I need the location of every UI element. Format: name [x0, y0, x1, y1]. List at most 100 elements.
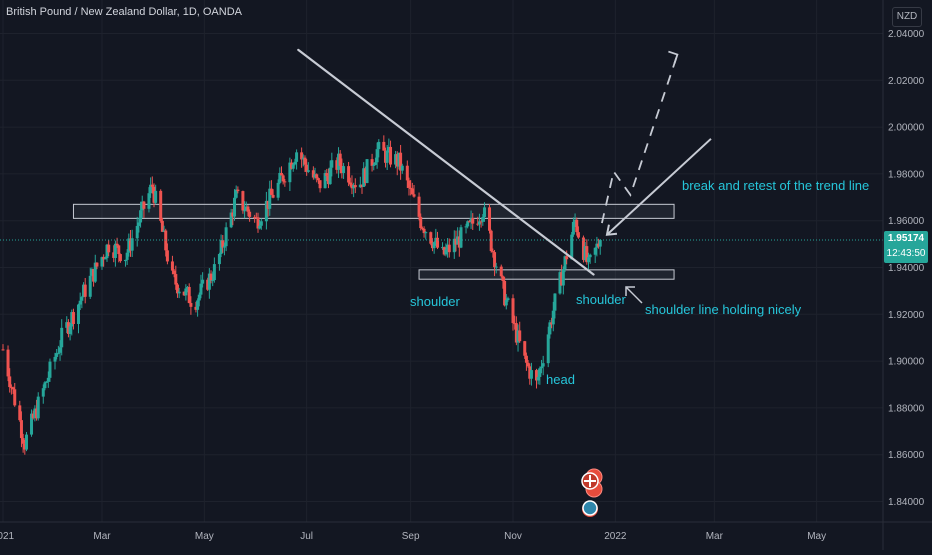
candle-body [259, 221, 263, 226]
candle-body [389, 146, 393, 165]
candle-body [387, 146, 391, 151]
candle-body [337, 153, 341, 170]
candle-body [207, 273, 211, 290]
candle-body [583, 246, 587, 260]
candle-body [328, 167, 332, 185]
candle-body [452, 238, 456, 253]
candle-body [160, 220, 164, 232]
candle-body [330, 160, 334, 168]
head-annotation[interactable]: head [546, 372, 575, 387]
candle-body [170, 261, 174, 271]
candle-body [365, 159, 369, 183]
candle-body [513, 323, 517, 325]
candle-body [154, 190, 158, 203]
chart-title: British Pound / New Zealand Dollar, 1D, … [6, 6, 242, 18]
neckline-pointer-head [625, 286, 635, 296]
candle-body [338, 153, 342, 166]
candle-body [222, 246, 226, 248]
candle-body [377, 141, 381, 150]
neckline-annotation[interactable]: shoulder line holding nicely [645, 302, 802, 317]
candle-body [318, 180, 322, 189]
candle-body [221, 240, 225, 248]
last-price-label: 1.95174 [887, 233, 925, 244]
breakout-annotation[interactable]: break and retest of the trend line [682, 178, 870, 193]
candle-body [353, 185, 357, 188]
candle-body [165, 250, 169, 262]
last-price-badge: 1.95174 12:43:50 [884, 231, 928, 263]
bar-countdown-label: 12:43:50 [886, 248, 926, 259]
candle-body [102, 257, 106, 260]
candle-body [493, 252, 497, 268]
candle-body [113, 243, 117, 258]
candle-body [551, 310, 555, 325]
x-tick-label: Jul [300, 531, 313, 542]
candle-body [6, 349, 10, 377]
currency-button[interactable]: NZD [892, 7, 922, 27]
candle-body [112, 252, 116, 258]
neckline-zone [418, 269, 675, 280]
candle-body [444, 249, 448, 255]
candle-body [441, 247, 445, 249]
candle-body [229, 212, 233, 228]
candle-body [11, 387, 15, 390]
x-tick-label: Mar [93, 531, 111, 542]
candle-body [264, 200, 268, 222]
candle-body [53, 356, 57, 362]
candle-body [219, 240, 223, 255]
candle-body [256, 217, 260, 229]
candle-body [446, 244, 450, 250]
candle-body [175, 284, 179, 294]
candle-body [269, 188, 273, 195]
x-tick-label: 2022 [604, 531, 627, 542]
y-tick-label: 1.98000 [888, 169, 925, 180]
candle-body [56, 352, 60, 354]
trend-line [297, 48, 595, 276]
candle-body [382, 141, 386, 151]
candle-body [524, 355, 528, 363]
candle-body [471, 218, 475, 224]
candle-body [430, 243, 434, 249]
candle-body [46, 377, 50, 382]
candle-body [405, 165, 409, 181]
x-tick-label: May [807, 531, 826, 542]
candle-body [347, 166, 351, 183]
candle-body [541, 363, 545, 367]
candle-body [491, 251, 495, 253]
candle-body [585, 246, 589, 263]
y-tick-label: 1.88000 [888, 403, 925, 414]
candle-body [254, 217, 258, 219]
left-shoulder-annotation[interactable]: shoulder [410, 294, 460, 309]
candle-body [477, 221, 481, 225]
candle-body [80, 297, 84, 301]
candle-body [100, 257, 104, 267]
candle-body [1, 349, 5, 351]
candle-body [588, 254, 592, 258]
candle-body [76, 304, 80, 324]
candle-body [395, 154, 399, 167]
candle-body [55, 353, 59, 357]
candle-body [335, 160, 339, 170]
candle-body [68, 326, 72, 334]
candle-body [363, 168, 367, 183]
candle-body [129, 238, 132, 251]
candle-body [31, 413, 35, 419]
right-shoulder-annotation[interactable]: shoulder [576, 292, 626, 307]
candle-body [464, 226, 468, 228]
candle-body [162, 230, 166, 232]
candle-body [70, 312, 74, 327]
candle-body [316, 178, 320, 181]
candle-body [538, 368, 542, 377]
candle-body [429, 232, 433, 244]
candle-body [123, 259, 127, 262]
candle-body [182, 291, 186, 296]
candle-body [526, 362, 530, 367]
candle-body [142, 201, 146, 209]
candle-body [323, 173, 327, 189]
candle-body [373, 162, 377, 165]
neckline-pointer [625, 286, 643, 304]
candle-body [93, 262, 97, 282]
y-tick-label: 1.90000 [888, 357, 925, 368]
